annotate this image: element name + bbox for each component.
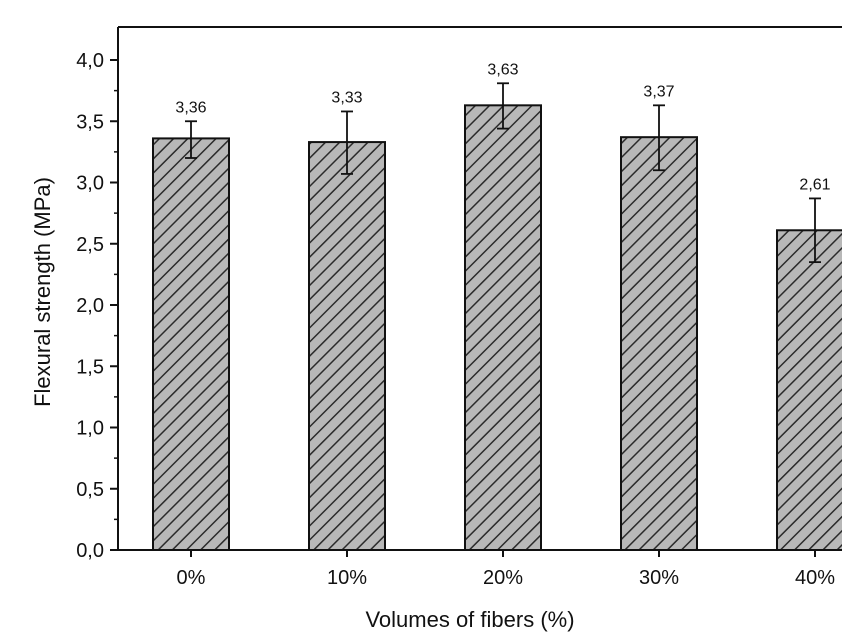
x-tick-label: 40%	[795, 567, 835, 589]
y-tick-label: 3,5	[76, 111, 104, 133]
y-tick-label: 0,0	[76, 540, 104, 562]
bar	[776, 229, 842, 551]
x-tick-label: 10%	[327, 567, 367, 589]
x-axis-title: Volumes of fibers (%)	[365, 607, 574, 632]
bar	[620, 136, 698, 552]
data-label: 3,36	[175, 99, 206, 116]
x-tick-label: 30%	[639, 567, 679, 589]
data-label: 3,63	[487, 61, 518, 78]
y-axis-title: Flexural strength (MPa)	[30, 177, 55, 407]
x-tick-label: 0%	[177, 567, 206, 589]
y-tick-label: 4,0	[76, 50, 104, 72]
bar	[308, 141, 386, 551]
bar	[152, 137, 230, 551]
y-tick-label: 1,5	[76, 356, 104, 378]
y-tick-label: 3,0	[76, 173, 104, 195]
x-tick-label: 20%	[483, 567, 523, 589]
data-label: 3,33	[331, 89, 362, 106]
data-label: 2,61	[799, 176, 830, 193]
bar	[464, 104, 542, 551]
data-label: 3,37	[643, 83, 674, 100]
y-tick-label: 0,5	[76, 479, 104, 501]
y-tick-label: 2,0	[76, 295, 104, 317]
y-tick-label: 1,0	[76, 418, 104, 440]
y-tick-label: 2,5	[76, 234, 104, 256]
